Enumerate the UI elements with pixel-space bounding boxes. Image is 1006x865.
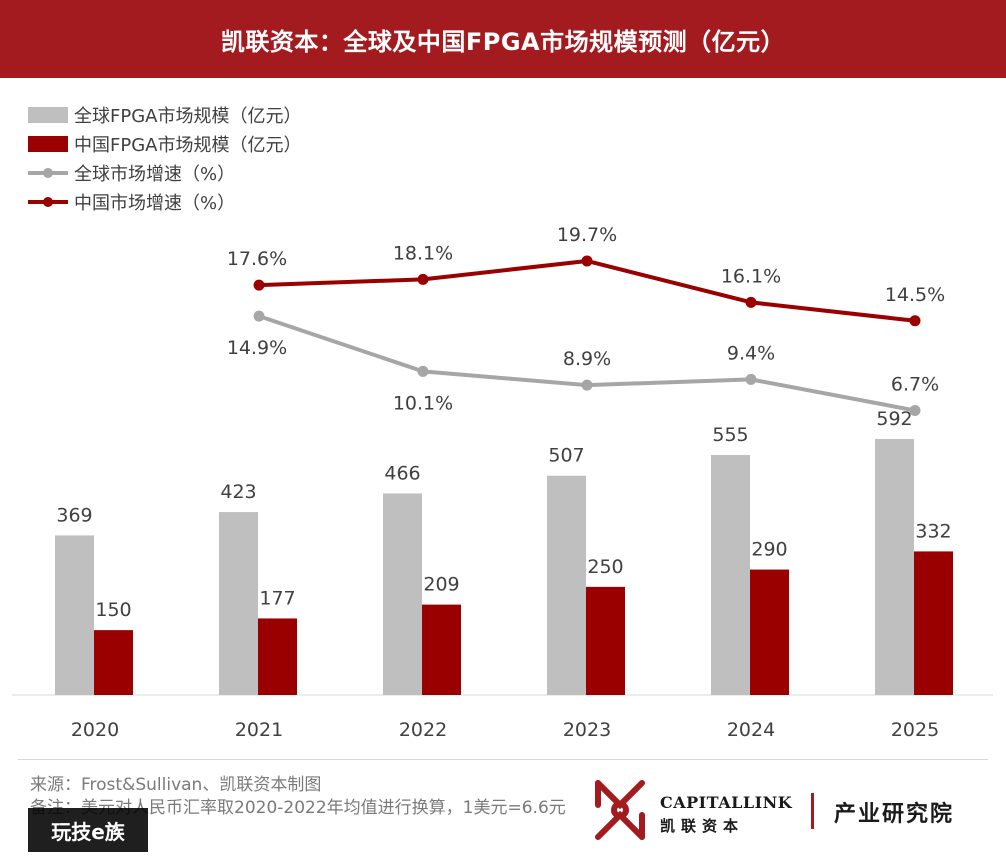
data-label-china-growth: 19.7% xyxy=(557,224,617,246)
legend-label-global-size: 全球FPGA市场规模（亿元） xyxy=(74,105,302,127)
data-label-china-growth: 18.1% xyxy=(393,242,453,264)
point-global-growth xyxy=(909,404,921,416)
source-text: 来源：Frost&Sullivan、凯联资本制图 xyxy=(30,775,322,795)
legend-label-global-growth: 全球市场增速（%） xyxy=(74,163,236,185)
data-label-global-size: 507 xyxy=(548,445,584,467)
bar-global-size xyxy=(875,438,914,695)
bar-china-size xyxy=(94,630,133,695)
bar-global-size xyxy=(383,493,422,695)
bar-global-size xyxy=(547,475,586,695)
data-label-global-size: 466 xyxy=(384,462,420,484)
note-text: 备注：美元对人民币汇率取2020-2022年均值进行换算，1美元=6.6元 xyxy=(30,798,566,818)
legend-label-china-size: 中国FPGA市场规模（亿元） xyxy=(74,134,302,156)
bar-global-size xyxy=(711,454,750,695)
chart-title: 凯联资本：全球及中国FPGA市场规模预测（亿元） xyxy=(220,27,786,56)
legend-item-global-size: 全球FPGA市场规模（亿元） xyxy=(28,100,301,129)
point-china-growth xyxy=(745,296,757,308)
capitallink-logo: CAPITALLINK 凯联资本 产业研究院 xyxy=(590,775,990,845)
point-china-growth xyxy=(581,255,593,267)
data-label-global-size: 369 xyxy=(56,504,92,526)
point-global-growth xyxy=(581,379,593,391)
bar-china-size xyxy=(586,586,625,695)
bar-global-size xyxy=(219,512,258,695)
capitallink-logo-icon xyxy=(595,780,645,840)
data-label-global-growth: 9.4% xyxy=(727,342,775,364)
data-label-china-size: 250 xyxy=(587,556,623,578)
point-global-growth xyxy=(253,310,265,322)
data-label-china-growth: 16.1% xyxy=(721,265,781,287)
x-tick-label: 2022 xyxy=(399,719,447,741)
legend-item-china-growth: 中国市场增速（%） xyxy=(28,187,301,216)
x-tick-label: 2021 xyxy=(235,719,283,741)
data-label-china-size: 209 xyxy=(423,574,459,596)
title-banner: 凯联资本：全球及中国FPGA市场规模预测（亿元） xyxy=(0,0,1006,78)
x-tick-label: 2024 xyxy=(727,719,775,741)
data-label-china-growth: 17.6% xyxy=(227,248,287,270)
legend-item-china-size: 中国FPGA市场规模（亿元） xyxy=(28,129,301,158)
point-global-growth xyxy=(745,373,757,385)
logo-separator xyxy=(811,793,814,829)
bar-global-size xyxy=(55,535,94,695)
point-china-growth xyxy=(417,273,429,285)
line-china-growth xyxy=(258,258,916,323)
x-tick-label: 2020 xyxy=(71,719,119,741)
chart-legend: 全球FPGA市场规模（亿元） 中国FPGA市场规模（亿元） 全球市场增速（%） … xyxy=(28,100,301,216)
logo-english: CAPITALLINK xyxy=(660,793,793,812)
data-label-global-growth: 6.7% xyxy=(891,373,939,395)
x-tick-label: 2025 xyxy=(891,719,939,741)
bar-china-size xyxy=(258,618,297,695)
data-label-china-size: 332 xyxy=(915,520,951,542)
watermark-badge: 玩技e族 xyxy=(28,808,148,852)
point-china-growth xyxy=(909,315,921,327)
bar-china-size xyxy=(914,551,953,695)
logo-tagline: 产业研究院 xyxy=(834,801,955,827)
footer-divider xyxy=(18,759,988,760)
point-china-growth xyxy=(253,279,265,291)
legend-swatch-china-growth xyxy=(28,194,68,210)
data-label-global-size: 423 xyxy=(220,481,256,503)
chart-plot: 2020 2021 2022 2023 2024 2025 369 423 466 507 555 5… xyxy=(12,224,993,741)
x-tick-label: 2023 xyxy=(563,719,611,741)
legend-swatch-china-size xyxy=(28,135,68,152)
data-label-global-growth: 14.9% xyxy=(227,337,287,359)
data-label-global-size: 592 xyxy=(876,408,912,430)
data-label-china-growth: 14.5% xyxy=(885,284,945,306)
data-label-china-size: 150 xyxy=(95,599,131,621)
data-label-global-growth: 8.9% xyxy=(563,348,611,370)
point-global-growth xyxy=(417,365,429,377)
legend-swatch-global-size xyxy=(28,106,68,123)
data-label-china-size: 177 xyxy=(259,587,295,609)
legend-label-china-growth: 中国市场增速（%） xyxy=(74,192,236,214)
bar-china-size xyxy=(422,604,461,695)
logo-chinese: 凯联资本 xyxy=(660,817,745,835)
data-label-global-size: 555 xyxy=(712,424,748,446)
legend-item-global-growth: 全球市场增速（%） xyxy=(28,158,301,187)
data-label-china-size: 290 xyxy=(751,539,787,561)
legend-swatch-global-growth xyxy=(28,165,68,181)
bar-china-size xyxy=(750,569,789,695)
data-label-global-growth: 10.1% xyxy=(393,392,453,414)
